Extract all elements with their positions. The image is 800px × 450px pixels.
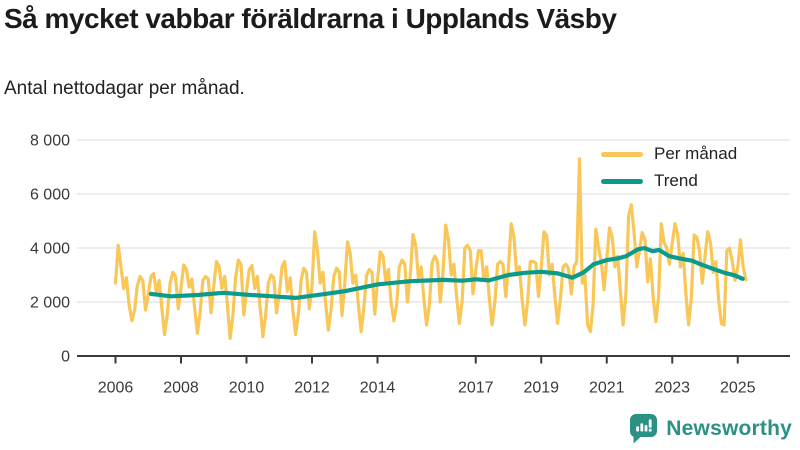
x-axis-tick-label: 2006 bbox=[98, 379, 134, 396]
chart-subtitle: Antal nettodagar per månad. bbox=[4, 78, 245, 99]
chart-legend: Per månad Trend bbox=[601, 144, 737, 191]
y-axis-tick-label: 2 000 bbox=[30, 295, 70, 312]
legend-item-per-manad: Per månad bbox=[601, 144, 737, 164]
x-axis-tick-label: 2014 bbox=[360, 379, 396, 396]
x-axis-tick-label: 2019 bbox=[523, 379, 559, 396]
x-axis-tick-label: 2025 bbox=[720, 379, 756, 396]
per-manad-series-line bbox=[113, 157, 748, 340]
legend-label-trend: Trend bbox=[654, 171, 698, 190]
x-axis-tick-label: 2012 bbox=[294, 379, 330, 396]
newsworthy-chart-bubble-icon bbox=[630, 414, 658, 444]
y-axis-tick-label: 6 000 bbox=[30, 187, 70, 204]
legend-label-per-manad: Per månad bbox=[654, 144, 738, 163]
x-axis-tick-label: 2023 bbox=[654, 379, 690, 396]
x-axis-tick-label: 2017 bbox=[458, 379, 494, 396]
y-axis-tick-label: 0 bbox=[61, 349, 70, 366]
per-manad-line-swatch bbox=[601, 151, 643, 157]
trend-series-line bbox=[148, 245, 745, 300]
x-axis-tick-label: 2021 bbox=[589, 379, 625, 396]
y-axis-tick-label: 4 000 bbox=[30, 241, 70, 258]
page-title: Så mycket vabbar föräldrarna i Upplands … bbox=[4, 3, 617, 34]
newsworthy-logo: Newsworthy bbox=[629, 413, 792, 444]
x-axis-tick-label: 2008 bbox=[163, 379, 199, 396]
legend-item-trend: Trend bbox=[601, 171, 737, 191]
trend-line-swatch bbox=[601, 178, 643, 184]
brand-name: Newsworthy bbox=[666, 416, 792, 440]
y-axis-tick-label: 8 000 bbox=[30, 133, 70, 150]
x-axis-tick-label: 2010 bbox=[229, 379, 265, 396]
